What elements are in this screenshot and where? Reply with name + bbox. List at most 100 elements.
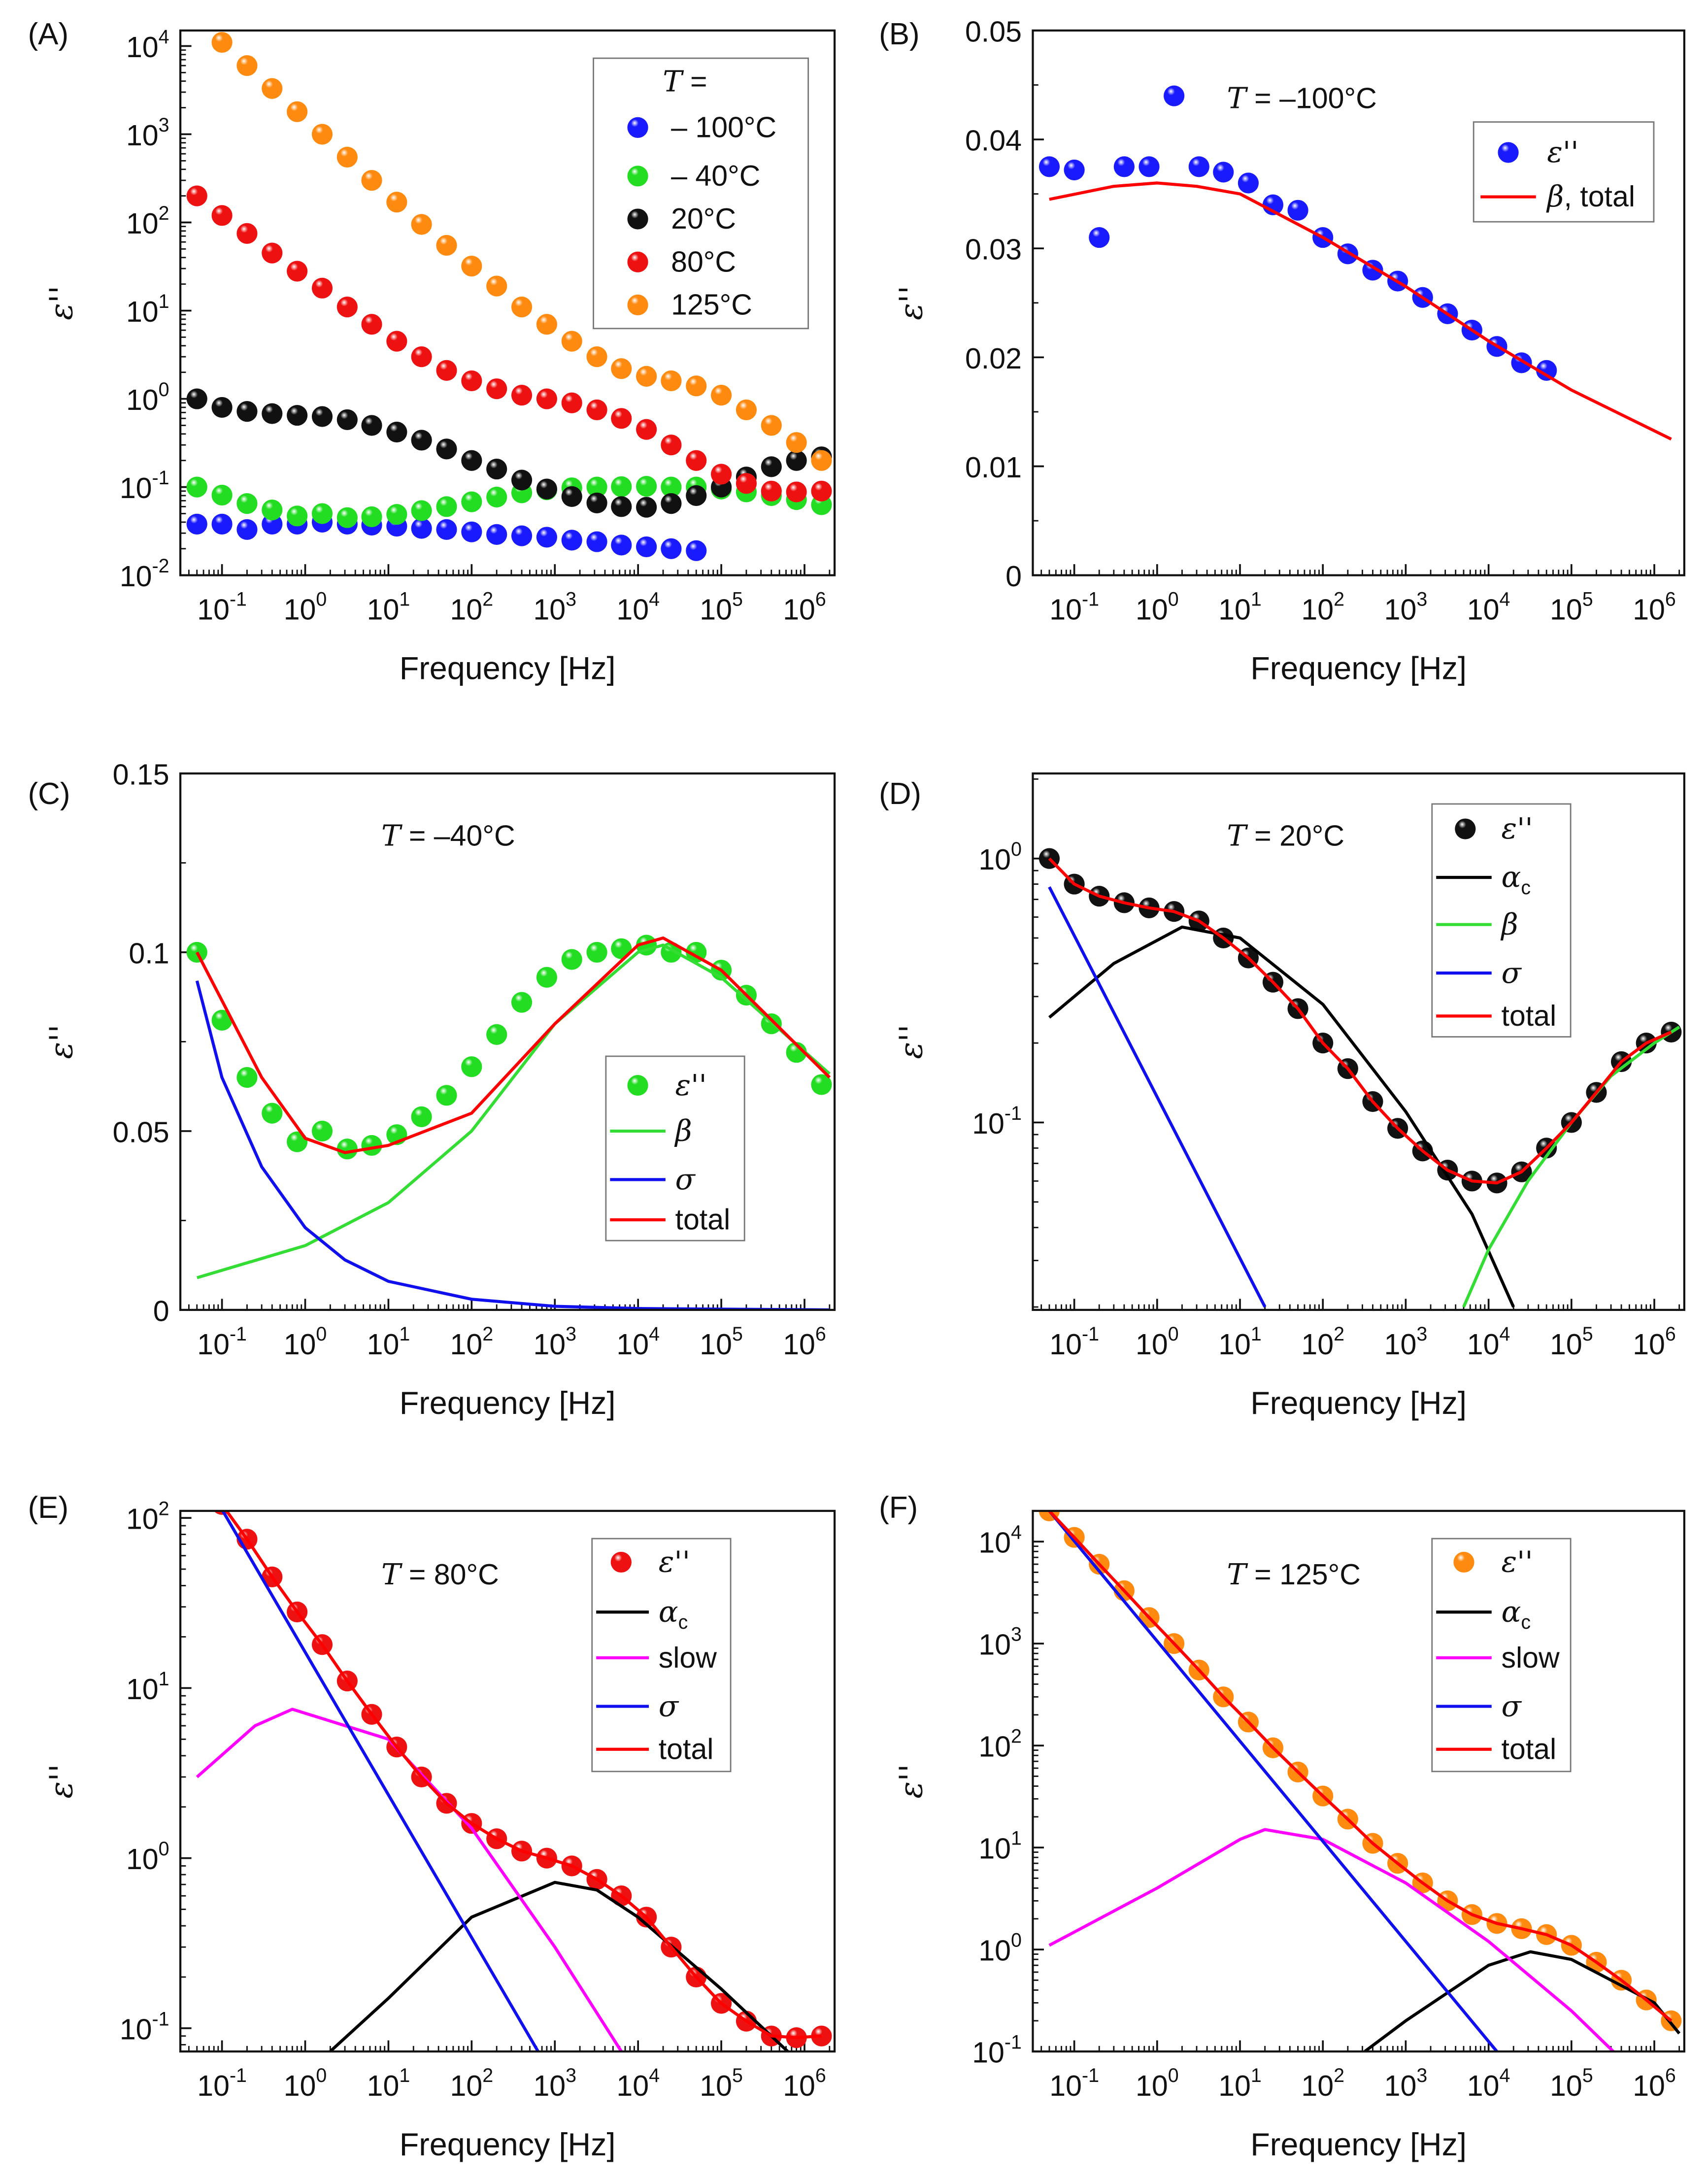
legend-label: ε'' (1501, 1545, 1533, 1579)
x-tick-label: 106 (1633, 589, 1676, 626)
series-c-line (1048, 925, 1515, 1308)
data-point (811, 480, 832, 502)
series--line (1048, 1510, 1498, 2052)
plot-frame (1032, 29, 1685, 576)
data-point (636, 475, 657, 497)
plot-area (186, 935, 832, 1310)
data-point (686, 485, 707, 506)
data-point (386, 331, 407, 352)
series-total-line (1048, 1510, 1673, 2022)
legend-label: – 100°C (671, 111, 776, 144)
data-point (561, 486, 582, 507)
data-point (586, 531, 607, 552)
data-point (361, 169, 382, 191)
data-point (586, 492, 607, 514)
data-point (386, 503, 407, 525)
plot-area (1038, 85, 1672, 441)
plot-frame (1032, 1509, 1685, 2053)
data-point (411, 214, 432, 235)
legend-label: β (674, 1114, 692, 1148)
panel-C: (C) 10-1 100 101 102 103 104 105 106 0 0.05 0.1 0.15… (28, 759, 836, 1421)
x-tick-label: 105 (1550, 589, 1593, 626)
y-tick-label: 103 (978, 1624, 1022, 1661)
data-point (287, 404, 308, 426)
legend: ε'' αc βσ total (1431, 803, 1572, 1038)
data-point (536, 478, 557, 500)
y-tick-label: 100 (978, 838, 1022, 876)
panel-E: (E) 10-1 100 101 102 103 104 105 106 10-1 100 101 10… (28, 1491, 836, 2162)
x-axis-label: Frequency [Hz] (1250, 650, 1467, 686)
data-point (436, 235, 457, 256)
data-point (411, 500, 432, 521)
data-point (262, 1103, 283, 1124)
data-point (811, 1074, 832, 1095)
y-tick-label: 101 (126, 291, 169, 328)
data-point (411, 518, 432, 539)
legend-marker (627, 166, 648, 187)
data-point (211, 205, 233, 226)
y-tick-label: 103 (126, 114, 169, 152)
data-point (211, 513, 233, 535)
legend-label: 80°C (671, 245, 736, 278)
data-point (236, 493, 258, 514)
data-point (511, 469, 533, 491)
legend: T = – 100°C – 40°C 20°C 80°C 125°C (593, 57, 809, 330)
x-axis-label: Frequency [Hz] (400, 650, 616, 686)
data-point (536, 388, 557, 409)
y-tick-label: 10-2 (120, 555, 169, 593)
x-tick-label: 101 (367, 1323, 410, 1361)
data-point (287, 101, 308, 122)
data-point (611, 535, 632, 556)
data-point (486, 486, 507, 508)
x-tick-label: 100 (1136, 1323, 1179, 1361)
data-point (186, 513, 207, 535)
x-tick-label: 10-1 (1049, 2065, 1099, 2102)
data-point (436, 519, 457, 540)
data-point (586, 346, 607, 368)
data-point (311, 124, 333, 145)
plot-frame (1032, 772, 1685, 1311)
x-tick-label: 103 (1384, 2065, 1428, 2102)
data-point (536, 967, 557, 988)
legend-label: 125°C (671, 289, 752, 321)
legend-label: slow (1501, 1642, 1560, 1674)
legend-label: ε'' (659, 1545, 690, 1579)
y-tick-label: 100 (126, 379, 169, 416)
legend-label: 20°C (671, 202, 736, 235)
data-point (511, 525, 533, 546)
x-tick-label: 101 (1218, 1323, 1262, 1361)
data-point (1188, 156, 1209, 177)
y-tick-label: 0.03 (965, 234, 1022, 266)
data-point (186, 185, 207, 206)
data-point (311, 1120, 333, 1142)
data-point (211, 32, 233, 53)
legend-label: ε'' (675, 1068, 707, 1102)
data-point (461, 370, 482, 392)
data-point (786, 481, 807, 503)
legend-box (1431, 1538, 1572, 1773)
data-point (561, 949, 582, 970)
series-slow-line (1048, 1828, 1614, 2052)
data-point (436, 1085, 457, 1106)
x-tick-label: 10-1 (1049, 589, 1099, 626)
data-point (636, 419, 657, 440)
series- (214, 1510, 832, 2048)
x-tick-label: 105 (1550, 2065, 1593, 2102)
data-point (361, 314, 382, 335)
legend-box (593, 57, 809, 330)
data-point (386, 421, 407, 443)
data-point (586, 476, 607, 498)
x-tick-label: 102 (1301, 1323, 1344, 1361)
data-point (1089, 227, 1110, 248)
legend-marker (1453, 1551, 1474, 1573)
data-point (561, 530, 582, 551)
data-point (710, 385, 732, 406)
y-tick-label: 10-1 (972, 1103, 1022, 1140)
legend-box (1473, 121, 1655, 223)
x-tick-label: 100 (284, 1323, 327, 1361)
x-tick-label: 106 (1633, 1323, 1676, 1361)
legend-label: σ (659, 1689, 679, 1723)
data-point (511, 992, 533, 1013)
x-tick-label: 10-1 (197, 589, 247, 626)
data-point (311, 503, 333, 524)
